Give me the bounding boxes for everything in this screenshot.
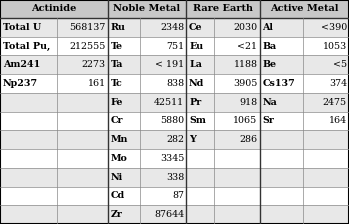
Text: Actinide: Actinide [31, 4, 77, 13]
Text: Np237: Np237 [3, 79, 38, 88]
Bar [0, 0, 108, 18]
Text: 161: 161 [88, 79, 106, 88]
Text: < 191: < 191 [155, 60, 184, 69]
Text: Am241: Am241 [3, 60, 40, 69]
Bar [0, 168, 349, 187]
Bar [0, 205, 349, 224]
Text: 2348: 2348 [160, 23, 184, 32]
Bar [0, 18, 349, 37]
Text: Ta: Ta [111, 60, 123, 69]
Text: Total U: Total U [3, 23, 41, 32]
Text: 2475: 2475 [323, 98, 347, 107]
Text: Noble Metal: Noble Metal [113, 4, 181, 13]
Text: 3905: 3905 [233, 79, 258, 88]
Text: 1053: 1053 [323, 41, 347, 51]
Text: 751: 751 [166, 41, 184, 51]
Text: 1065: 1065 [233, 116, 258, 125]
Text: Total Pu,: Total Pu, [3, 41, 50, 51]
Text: Ru: Ru [111, 23, 126, 32]
Text: Rare Earth: Rare Earth [193, 4, 253, 13]
Bar [0, 149, 349, 168]
Text: Ba: Ba [262, 41, 276, 51]
Bar [0, 130, 349, 149]
Text: Sm: Sm [189, 116, 206, 125]
Bar [0, 112, 349, 130]
Text: 42511: 42511 [154, 98, 184, 107]
Bar [0, 74, 349, 93]
Text: Be: Be [262, 60, 276, 69]
Bar [0, 187, 349, 205]
Text: Nd: Nd [189, 79, 204, 88]
Text: 2273: 2273 [82, 60, 106, 69]
Text: Ce: Ce [189, 23, 202, 32]
Text: 918: 918 [239, 98, 258, 107]
Bar [186, 0, 260, 18]
Text: 286: 286 [239, 135, 258, 144]
Text: 87644: 87644 [154, 210, 184, 219]
Bar [0, 93, 349, 112]
Text: 838: 838 [166, 79, 184, 88]
Text: Mo: Mo [111, 154, 127, 163]
Text: Fe: Fe [111, 98, 123, 107]
Text: Al: Al [262, 23, 273, 32]
Text: Active Metal: Active Metal [270, 4, 339, 13]
Text: 282: 282 [166, 135, 184, 144]
Text: Te: Te [111, 41, 122, 51]
Text: 2030: 2030 [233, 23, 258, 32]
Text: 3345: 3345 [160, 154, 184, 163]
Text: Mn: Mn [111, 135, 128, 144]
Bar [108, 0, 186, 18]
Bar [260, 0, 349, 18]
Text: Tc: Tc [111, 79, 122, 88]
Text: 338: 338 [166, 173, 184, 182]
Text: Ni: Ni [111, 173, 123, 182]
Text: 374: 374 [329, 79, 347, 88]
Text: La: La [189, 60, 202, 69]
Bar [0, 55, 349, 74]
Text: Zr: Zr [111, 210, 122, 219]
Text: Cs137: Cs137 [262, 79, 295, 88]
Text: Eu: Eu [189, 41, 203, 51]
Text: Cd: Cd [111, 191, 125, 200]
Text: Pr: Pr [189, 98, 201, 107]
Text: 87: 87 [172, 191, 184, 200]
Text: 164: 164 [329, 116, 347, 125]
Text: 212555: 212555 [69, 41, 106, 51]
Text: Na: Na [262, 98, 277, 107]
Text: <21: <21 [238, 41, 258, 51]
Text: Y: Y [189, 135, 196, 144]
Text: Cr: Cr [111, 116, 123, 125]
Text: Sr: Sr [262, 116, 274, 125]
Bar [0, 37, 349, 55]
Text: 5880: 5880 [160, 116, 184, 125]
Text: 568137: 568137 [69, 23, 106, 32]
Text: 1188: 1188 [233, 60, 258, 69]
Text: <5: <5 [333, 60, 347, 69]
Text: <390: <390 [321, 23, 347, 32]
